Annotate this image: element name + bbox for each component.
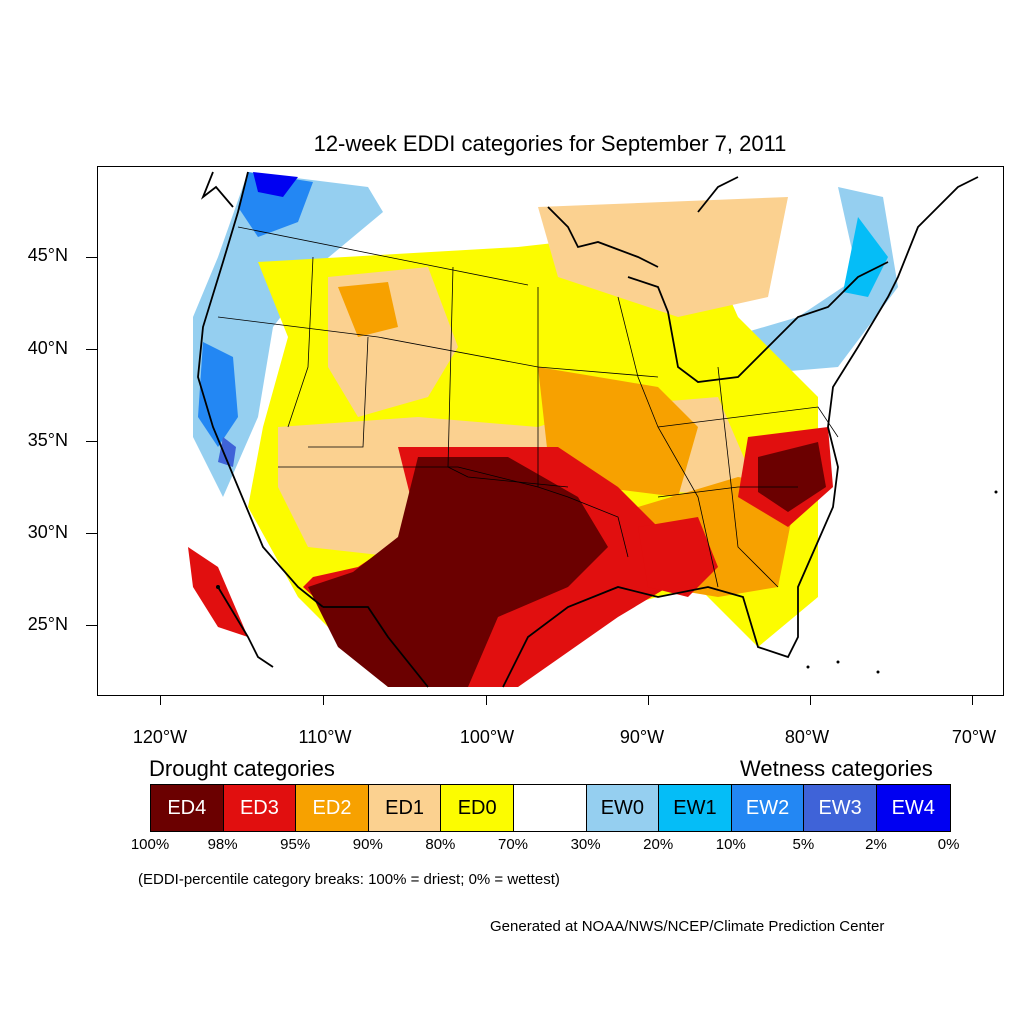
lon-label-70: 70°W xyxy=(951,727,997,747)
lon-tick xyxy=(160,696,161,705)
lat-label-25: 25°N xyxy=(27,614,68,634)
legend-break-label: 100% xyxy=(130,836,170,853)
legend-break-label: 2% xyxy=(865,836,887,853)
legend-break-label: 90% xyxy=(352,836,383,853)
lat-label-40: 40°N xyxy=(27,338,68,358)
legend-note: (EDDI-percentile category breaks: 100% =… xyxy=(138,871,560,888)
lon-label-90: 90°W xyxy=(619,727,665,747)
credit-line: Generated at NOAA/NWS/NCEP/Climate Predi… xyxy=(490,918,885,935)
lon-tick xyxy=(810,696,811,705)
legend-swatch-ew1: EW1 xyxy=(659,785,732,831)
lat-tick xyxy=(86,625,97,626)
drought-fields xyxy=(188,197,833,687)
lat-label-35: 35°N xyxy=(27,430,68,450)
lat-label-45: 45°N xyxy=(27,245,68,265)
lon-tick xyxy=(972,696,973,705)
lon-tick xyxy=(323,696,324,705)
lat-tick xyxy=(86,257,97,258)
legend-swatch-ed0: ED0 xyxy=(441,785,514,831)
legend-swatch-ew4: EW4 xyxy=(876,785,950,831)
legend-swatch-ew0: EW0 xyxy=(586,785,660,831)
legend-swatch-ew2: EW2 xyxy=(731,785,805,831)
lon-tick xyxy=(648,696,649,705)
legend-break-label: 70% xyxy=(497,836,529,853)
islands xyxy=(216,490,998,674)
legend-break-label: 20% xyxy=(643,836,674,853)
legend-swatch-ed2: ED2 xyxy=(296,785,369,831)
legend-break-label: 30% xyxy=(570,836,601,853)
legend-break-label: 5% xyxy=(792,836,815,853)
drought-legend-heading: Drought categories xyxy=(149,756,335,781)
lon-label-120: 120°W xyxy=(132,727,188,747)
lon-tick xyxy=(486,696,487,705)
legend-break-label: 98% xyxy=(207,836,238,853)
lat-tick xyxy=(86,533,97,534)
legend-break-label: 80% xyxy=(425,836,456,853)
legend-swatch-ew3: EW3 xyxy=(804,785,877,831)
eddi-map xyxy=(188,171,998,688)
state-borders xyxy=(217,226,839,588)
legend-swatch-ed1: ED1 xyxy=(368,785,442,831)
coastline-and-borders xyxy=(197,171,979,688)
legend-break-label: 95% xyxy=(280,836,311,853)
legend-break-label: 0% xyxy=(937,836,960,853)
map-panel xyxy=(97,166,1004,696)
legend-break-label: 10% xyxy=(715,836,746,853)
map-title: 12-week EDDI categories for September 7,… xyxy=(313,131,787,156)
wetness-legend-heading: Wetness categories xyxy=(740,756,933,781)
legend-swatch-ed4: ED4 xyxy=(151,785,224,831)
lat-tick xyxy=(86,349,97,350)
lat-label-30: 30°N xyxy=(27,522,68,542)
category-legend: ED4 ED3 ED2 ED1 ED0 EW0 EW1 EW2 EW3 EW4 xyxy=(150,784,951,832)
lon-label-100: 100°W xyxy=(459,727,515,747)
lon-label-80: 80°W xyxy=(784,727,830,747)
legend-swatch-neutral xyxy=(513,785,587,831)
lon-label-110: 110°W xyxy=(298,727,352,747)
lat-tick xyxy=(86,441,97,442)
legend-swatch-ed3: ED3 xyxy=(223,785,297,831)
